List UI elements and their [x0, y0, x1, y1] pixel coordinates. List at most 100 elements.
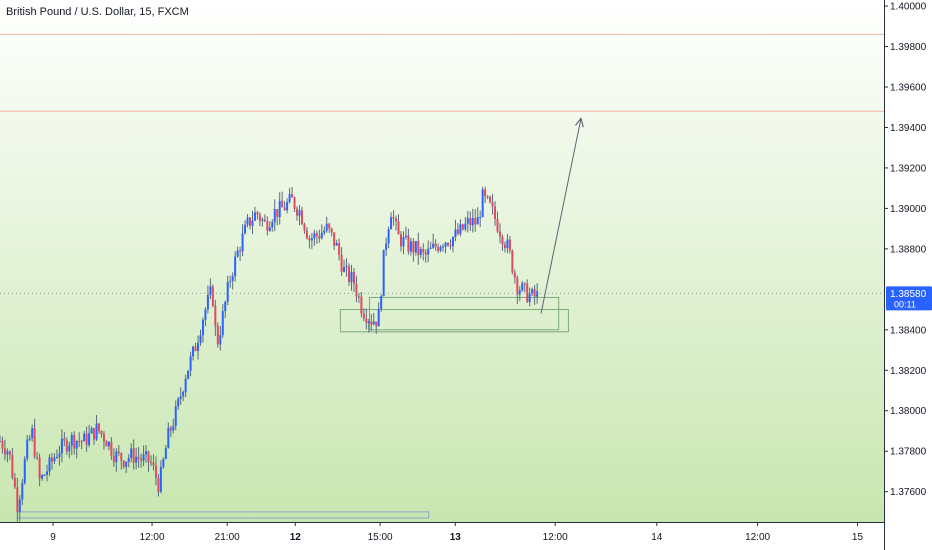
candle-body[interactable] [303, 224, 306, 231]
candle-body[interactable] [476, 217, 479, 225]
candle-body[interactable] [152, 462, 155, 466]
candle-body[interactable] [6, 451, 9, 455]
candle-body[interactable] [142, 454, 145, 461]
candle-body[interactable] [246, 217, 249, 225]
candle-body[interactable] [38, 457, 41, 479]
candle-body[interactable] [434, 243, 437, 248]
candle-body[interactable] [18, 499, 21, 512]
candle-body[interactable] [372, 321, 375, 325]
support-zone-2[interactable] [369, 296, 560, 331]
candle-body[interactable] [531, 289, 534, 295]
candle-body[interactable] [239, 250, 242, 252]
candle-body[interactable] [105, 441, 108, 447]
candle-body[interactable] [169, 427, 172, 431]
candle-body[interactable] [444, 242, 447, 247]
candle-body[interactable] [221, 311, 224, 336]
candle-body[interactable] [23, 458, 26, 484]
candle-body[interactable] [298, 210, 301, 216]
candle-body[interactable] [271, 222, 274, 228]
candle-body[interactable] [357, 296, 360, 298]
candle-body[interactable] [11, 454, 14, 478]
candle-body[interactable] [115, 451, 118, 463]
candle-body[interactable] [516, 277, 519, 295]
candle-body[interactable] [266, 221, 269, 231]
candle-body[interactable] [88, 433, 91, 445]
candle-body[interactable] [244, 224, 247, 234]
candle-body[interactable] [140, 458, 143, 461]
candle-body[interactable] [382, 249, 385, 297]
candle-body[interactable] [464, 223, 467, 230]
candle-body[interactable] [288, 194, 291, 203]
candle-body[interactable] [459, 224, 462, 234]
candle-body[interactable] [58, 453, 61, 457]
candle-body[interactable] [528, 294, 531, 302]
candle-body[interactable] [454, 229, 457, 238]
candle-body[interactable] [201, 319, 204, 336]
candle-body[interactable] [110, 441, 113, 456]
candle-body[interactable] [417, 240, 420, 255]
candle-body[interactable] [127, 458, 130, 462]
candle-body[interactable] [385, 243, 388, 250]
candle-body[interactable] [73, 434, 76, 449]
candle-body[interactable] [437, 247, 440, 251]
candle-body[interactable] [75, 441, 78, 449]
candle-body[interactable] [167, 427, 170, 449]
candle-body[interactable] [489, 196, 492, 203]
candle-body[interactable] [85, 433, 88, 445]
candle-body[interactable] [147, 451, 150, 462]
candle-body[interactable] [494, 206, 497, 220]
candle-body[interactable] [281, 200, 284, 208]
candle-body[interactable] [41, 475, 44, 479]
candle-body[interactable] [214, 305, 217, 327]
candle-body[interactable] [318, 235, 321, 239]
candle-body[interactable] [370, 321, 373, 325]
candle-body[interactable] [432, 243, 435, 248]
candle-body[interactable] [107, 441, 110, 447]
candle-body[interactable] [471, 217, 474, 226]
candle-body[interactable] [498, 231, 501, 237]
candle-body[interactable] [179, 396, 182, 399]
candle-body[interactable] [83, 433, 86, 442]
candle-body[interactable] [286, 202, 289, 211]
candle-body[interactable] [31, 428, 34, 439]
candle-body[interactable] [8, 451, 11, 455]
candle-body[interactable] [43, 474, 46, 476]
candle-body[interactable] [466, 218, 469, 224]
candle-body[interactable] [63, 438, 66, 441]
candle-body[interactable] [93, 428, 96, 440]
candle-body[interactable] [447, 242, 450, 246]
candle-body[interactable] [3, 448, 6, 455]
candle-body[interactable] [387, 229, 390, 244]
candle-body[interactable] [409, 241, 412, 252]
candle-body[interactable] [263, 219, 266, 222]
support-zone-1[interactable] [339, 309, 569, 333]
candle-body[interactable] [187, 370, 190, 379]
candle-body[interactable] [102, 433, 105, 442]
candle-body[interactable] [390, 217, 393, 230]
candle-body[interactable] [197, 343, 200, 351]
candle-body[interactable] [320, 232, 323, 239]
candle-body[interactable] [16, 487, 19, 512]
candle-body[interactable] [536, 291, 539, 297]
candle-body[interactable] [404, 235, 407, 238]
candle-body[interactable] [236, 250, 239, 257]
candle-body[interactable] [117, 451, 120, 454]
candle-body[interactable] [427, 248, 430, 255]
candle-body[interactable] [474, 217, 477, 225]
candle-body[interactable] [456, 229, 459, 234]
candle-body[interactable] [48, 457, 51, 472]
candle-body[interactable] [95, 423, 98, 440]
candle-body[interactable] [439, 246, 442, 251]
candle-body[interactable] [315, 233, 318, 236]
candle-body[interactable] [508, 239, 511, 251]
candle-body[interactable] [451, 237, 454, 247]
candle-body[interactable] [192, 346, 195, 357]
candle-body[interactable] [422, 248, 425, 253]
candle-body[interactable] [122, 460, 125, 467]
candle-body[interactable] [419, 248, 422, 255]
candle-body[interactable] [414, 240, 417, 253]
candle-body[interactable] [397, 221, 400, 235]
candle-body[interactable] [533, 289, 536, 297]
candle-body[interactable] [157, 477, 160, 492]
candle-body[interactable] [526, 283, 529, 302]
